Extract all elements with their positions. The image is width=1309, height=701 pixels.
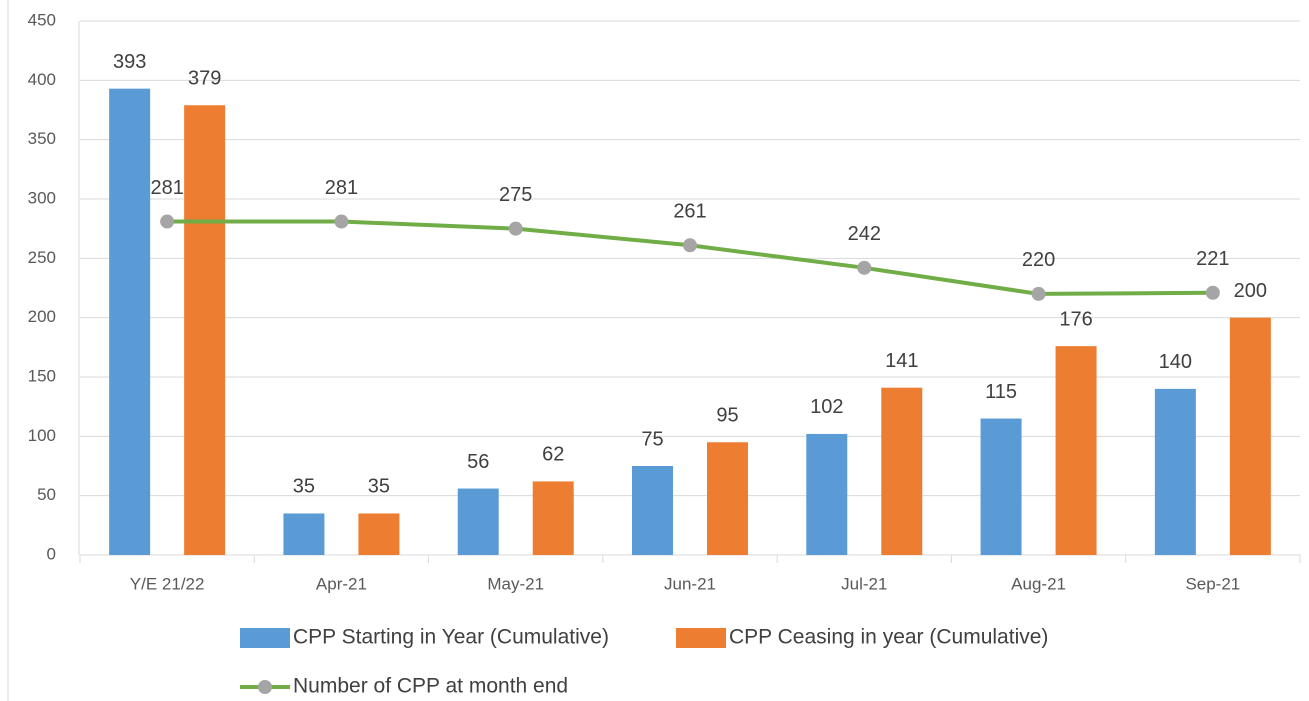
data-label: 393: [113, 51, 146, 73]
bar: [980, 418, 1022, 555]
data-label: 281: [325, 177, 358, 199]
legend-label: CPP Ceasing in year (Cumulative): [729, 626, 1048, 649]
data-label: 62: [542, 444, 564, 466]
bar: [632, 466, 673, 555]
line-marker: [683, 238, 697, 253]
legend-marker: [258, 680, 272, 694]
bar: [532, 481, 574, 555]
line-marker: [1205, 285, 1220, 300]
data-label: 35: [293, 476, 315, 498]
bar: [1055, 346, 1097, 555]
bar: [109, 88, 151, 555]
y-tick-label: 0: [47, 544, 56, 563]
data-label: 379: [188, 68, 221, 90]
data-label: 115: [985, 381, 1017, 403]
data-label: 141: [885, 350, 918, 372]
data-label: 261: [673, 201, 706, 223]
data-label: 221: [1196, 248, 1229, 270]
bar: [358, 513, 400, 555]
bar: [1229, 317, 1271, 555]
line-marker: [160, 214, 175, 229]
x-tick-label: Jul-21: [841, 574, 887, 593]
y-tick-label: 450: [28, 10, 56, 29]
data-label: 176: [1059, 308, 1092, 330]
line-marker: [857, 260, 872, 275]
bar: [184, 105, 226, 556]
y-tick-label: 150: [28, 366, 56, 385]
legend-label: CPP Starting in Year (Cumulative): [293, 626, 609, 649]
x-tick-label: Aug-21: [1011, 574, 1066, 593]
data-label: 102: [810, 396, 843, 418]
y-tick-label: 350: [28, 129, 56, 148]
y-tick-label: 250: [28, 248, 56, 267]
data-label: 275: [499, 184, 532, 206]
data-label: 281: [150, 177, 183, 199]
y-tick-label: 400: [28, 70, 56, 89]
data-label: 140: [1159, 351, 1192, 373]
bar: [283, 513, 325, 555]
x-tick-label: Jun-21: [664, 574, 716, 593]
x-tick-label: Y/E 21/22: [130, 574, 205, 593]
line-marker: [334, 214, 349, 229]
line: [167, 219, 1213, 296]
legend-swatch: [240, 628, 290, 648]
y-tick-label: 200: [28, 307, 56, 326]
line-marker: [508, 221, 523, 236]
bar: [1154, 388, 1196, 555]
data-label: 200: [1234, 280, 1267, 302]
x-tick-label: May-21: [487, 574, 544, 593]
x-tick-label: Apr-21: [316, 574, 367, 593]
bar: [806, 433, 848, 555]
data-label: 75: [641, 428, 663, 450]
data-label: 242: [848, 223, 881, 245]
bar: [457, 488, 499, 555]
y-tick-label: 50: [37, 485, 56, 504]
data-label: 35: [368, 476, 390, 498]
data-label: 95: [716, 405, 738, 427]
bar: [707, 442, 748, 555]
data-label: 220: [1022, 249, 1055, 271]
data-label: 56: [467, 451, 489, 473]
x-tick-label: Sep-21: [1185, 574, 1240, 593]
legend-swatch: [676, 628, 726, 648]
bar: [881, 387, 923, 555]
legend-label: Number of CPP at month end: [293, 675, 568, 698]
y-tick-label: 300: [28, 188, 56, 207]
line-marker: [1031, 286, 1046, 301]
y-tick-label: 100: [28, 426, 56, 445]
